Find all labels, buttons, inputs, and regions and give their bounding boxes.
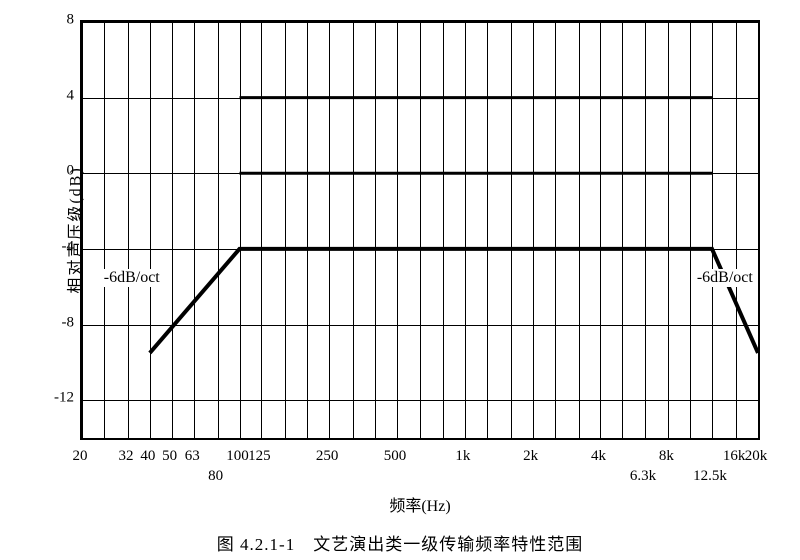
y-tick: -12 [34,390,74,407]
grid-v [758,22,759,438]
x-tick: 50 [162,448,177,465]
x-tick: 32 [118,448,133,465]
y-tick: 8 [34,12,74,29]
x-tick: 20 [73,448,88,465]
x-tick-alt: 6.3k [630,468,656,485]
x-tick-alt: 80 [208,468,223,485]
x-tick: 125 [248,448,271,465]
series-lower [150,249,758,353]
slope-annotation: -6dB/oct [695,269,755,287]
x-tick: 20k [745,448,768,465]
data-curves [82,22,758,438]
x-tick: 8k [659,448,674,465]
x-tick: 250 [316,448,339,465]
x-tick: 100 [226,448,249,465]
x-tick: 4k [591,448,606,465]
x-tick: 16k [723,448,746,465]
x-axis-label: 频率(Hz) [389,492,450,516]
slope-annotation: -6dB/oct [102,269,162,287]
x-tick: 40 [140,448,155,465]
y-tick: -8 [34,314,74,331]
x-tick: 63 [185,448,200,465]
x-tick: 500 [384,448,407,465]
y-tick: -4 [34,238,74,255]
y-tick: 0 [34,163,74,180]
x-tick: 1k [455,448,470,465]
chart-container: 相对声压级(dB) -6dB/oct-6dB/oct 840-4-8-12 20… [0,0,800,560]
y-tick: 4 [34,87,74,104]
plot-area: -6dB/oct -6dB/oct [80,20,760,440]
figure-caption: 图 4.2.1-1 文艺演出类一级传输频率特性范围 [217,530,583,555]
x-tick: 2k [523,448,538,465]
x-tick-alt: 12.5k [693,468,727,485]
